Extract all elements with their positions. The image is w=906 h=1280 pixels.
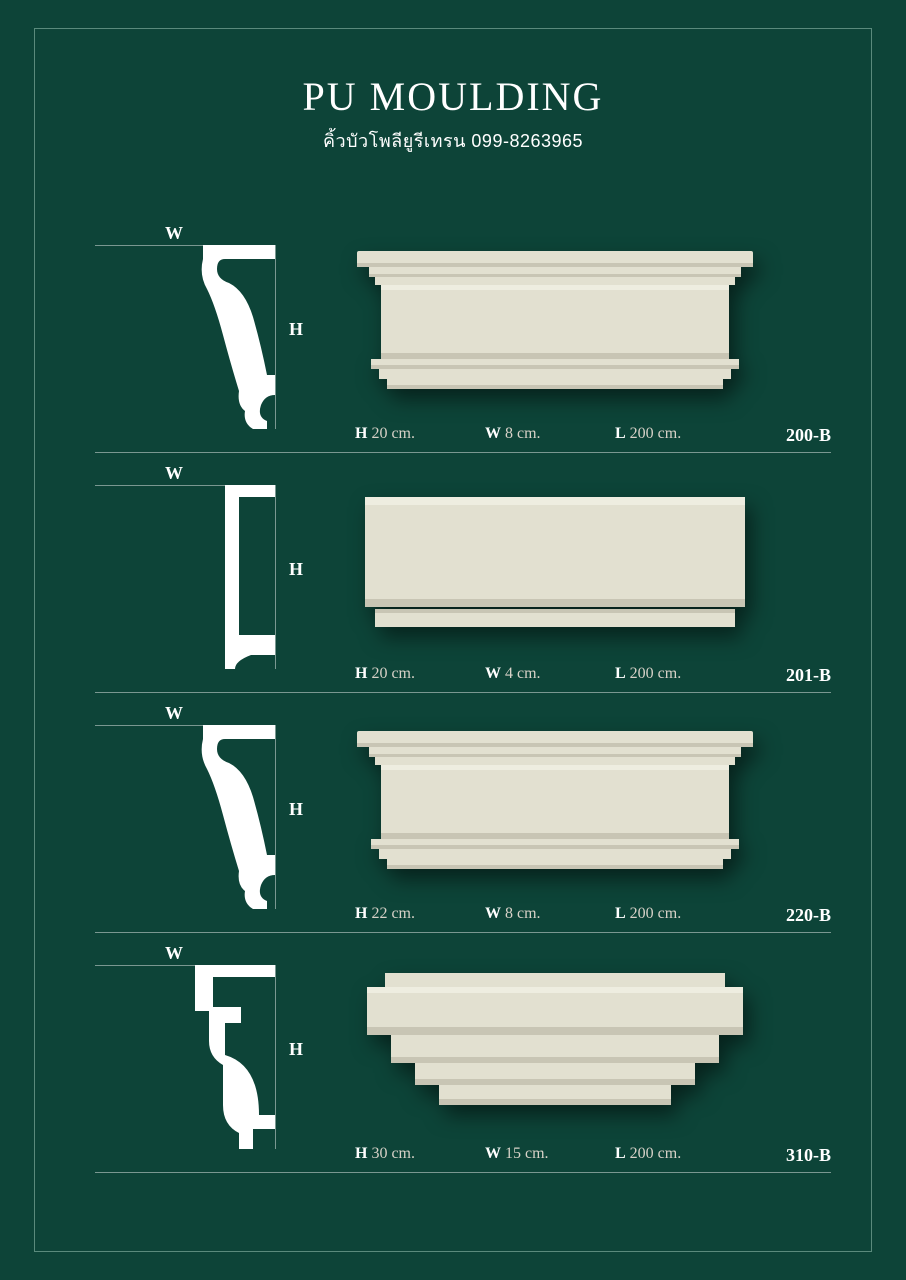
profile-diagram: W H bbox=[95, 469, 295, 669]
spec-line: H20 cm. W8 cm. L200 cm. 200-B bbox=[355, 425, 831, 443]
spec-w: W15 cm. bbox=[485, 1145, 615, 1163]
spec-l: L200 cm. bbox=[615, 425, 745, 443]
spec-w: W8 cm. bbox=[485, 425, 615, 443]
spec-h: H20 cm. bbox=[355, 665, 485, 683]
h-label: H bbox=[289, 559, 303, 580]
row-divider bbox=[95, 1172, 831, 1173]
row-divider bbox=[95, 932, 831, 933]
h-guide-line bbox=[275, 965, 276, 1149]
page-frame: PU MOULDING คิ้วบัวโพลียูรีเทรน 099-8263… bbox=[34, 28, 872, 1252]
page-subtitle: คิ้วบัวโพลียูรีเทรน 099-8263965 bbox=[35, 126, 871, 155]
moulding-render bbox=[355, 967, 755, 1117]
spec-w: W8 cm. bbox=[485, 905, 615, 923]
row-divider bbox=[95, 452, 831, 453]
profile-diagram: W H bbox=[95, 949, 295, 1149]
spec-line: H20 cm. W4 cm. L200 cm. 201-B bbox=[355, 665, 831, 683]
moulding-render bbox=[355, 727, 755, 877]
profile-icon bbox=[195, 485, 275, 669]
h-guide-line bbox=[275, 245, 276, 429]
w-label: W bbox=[165, 463, 183, 484]
moulding-render bbox=[355, 487, 755, 637]
spec-h: H20 cm. bbox=[355, 425, 485, 443]
catalog-row: W H H30 cm. W bbox=[35, 949, 871, 1189]
spec-l: L200 cm. bbox=[615, 905, 745, 923]
catalog-row: W H H22 cm. W8 cm. bbox=[35, 709, 871, 949]
catalog-row: W H H20 cm. W8 cm. bbox=[35, 229, 871, 469]
w-label: W bbox=[165, 703, 183, 724]
profile-diagram: W H bbox=[95, 229, 295, 429]
catalog-list: W H H20 cm. W8 cm. bbox=[35, 229, 871, 1189]
spec-l: L200 cm. bbox=[615, 665, 745, 683]
spec-line: H22 cm. W8 cm. L200 cm. 220-B bbox=[355, 905, 831, 923]
h-label: H bbox=[289, 799, 303, 820]
h-label: H bbox=[289, 1039, 303, 1060]
h-guide-line bbox=[275, 485, 276, 669]
product-code: 310-B bbox=[786, 1145, 831, 1166]
spec-line: H30 cm. W15 cm. L200 cm. 310-B bbox=[355, 1145, 831, 1163]
page-title: PU MOULDING bbox=[35, 73, 871, 120]
profile-diagram: W H bbox=[95, 709, 295, 909]
spec-h: H30 cm. bbox=[355, 1145, 485, 1163]
profile-icon bbox=[195, 725, 275, 909]
catalog-row: W H H20 cm. W4 cm. L200 cm. 201-B bbox=[35, 469, 871, 709]
spec-l: L200 cm. bbox=[615, 1145, 745, 1163]
header: PU MOULDING คิ้วบัวโพลียูรีเทรน 099-8263… bbox=[35, 29, 871, 155]
profile-icon bbox=[195, 965, 275, 1149]
h-guide-line bbox=[275, 725, 276, 909]
w-label: W bbox=[165, 223, 183, 244]
profile-icon bbox=[195, 245, 275, 429]
h-label: H bbox=[289, 319, 303, 340]
spec-h: H22 cm. bbox=[355, 905, 485, 923]
spec-w: W4 cm. bbox=[485, 665, 615, 683]
product-code: 200-B bbox=[786, 425, 831, 446]
moulding-render bbox=[355, 247, 755, 397]
product-code: 220-B bbox=[786, 905, 831, 926]
w-label: W bbox=[165, 943, 183, 964]
row-divider bbox=[95, 692, 831, 693]
product-code: 201-B bbox=[786, 665, 831, 686]
